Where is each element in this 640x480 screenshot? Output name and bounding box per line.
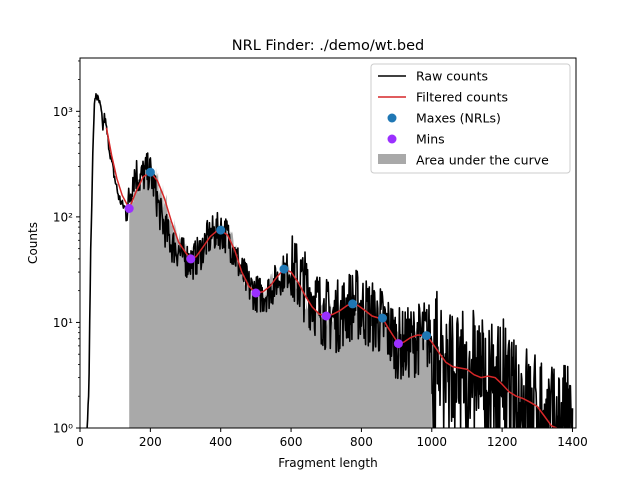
x-tick-label: 1400 [557,435,588,449]
min-marker [393,339,403,349]
y-axis: 10⁰ 10¹ 10² 10³ [53,60,80,436]
max-marker [145,167,155,177]
legend-raw-counts-label: Raw counts [416,69,488,84]
plot-frame [79,57,577,429]
legend-area-label: Area under the curve [416,153,549,168]
mins-markers [124,204,403,349]
legend-filtered-counts-label: Filtered counts [416,90,508,105]
maxes-markers [145,167,431,341]
legend-maxes-label: Maxes (NRLs) [416,111,501,126]
y-axis-label: Counts [26,222,40,264]
x-tick-label: 1000 [416,435,447,449]
min-marker [186,254,196,264]
plot-area [86,93,574,428]
legend-area-swatch [378,154,406,164]
x-tick-label: 600 [280,435,303,449]
legend-mins-label: Mins [416,132,445,147]
y-tick-label: 10² [53,210,73,224]
legend: Raw counts Filtered counts Maxes (NRLs) … [370,63,571,174]
x-tick-label: 1200 [487,435,518,449]
x-tick-label: 400 [209,435,232,449]
raw-counts-line [86,93,574,428]
max-marker [216,225,226,235]
filtered-counts-line [105,127,557,428]
max-marker [348,299,358,309]
y-tick-label: 10¹ [53,316,73,330]
x-tick-label: 200 [139,435,162,449]
min-marker [124,204,134,213]
legend-mins-swatch [387,134,397,144]
max-marker [422,331,431,341]
chart-title: NRL Finder: ./demo/wt.bed [232,38,424,54]
x-tick-label: 800 [350,435,373,449]
y-tick-label: 10³ [53,105,73,119]
min-marker [321,311,331,321]
x-axis-label: Fragment length [278,456,377,470]
x-tick-label: 0 [76,435,84,449]
max-marker [279,264,289,274]
y-tick-label: 10⁰ [53,422,73,436]
x-axis: 0 200 400 600 800 1000 1200 1400 [76,428,588,449]
legend-maxes-swatch [387,113,397,123]
max-marker [378,313,387,323]
legend-box [370,63,571,174]
min-marker [251,288,261,298]
